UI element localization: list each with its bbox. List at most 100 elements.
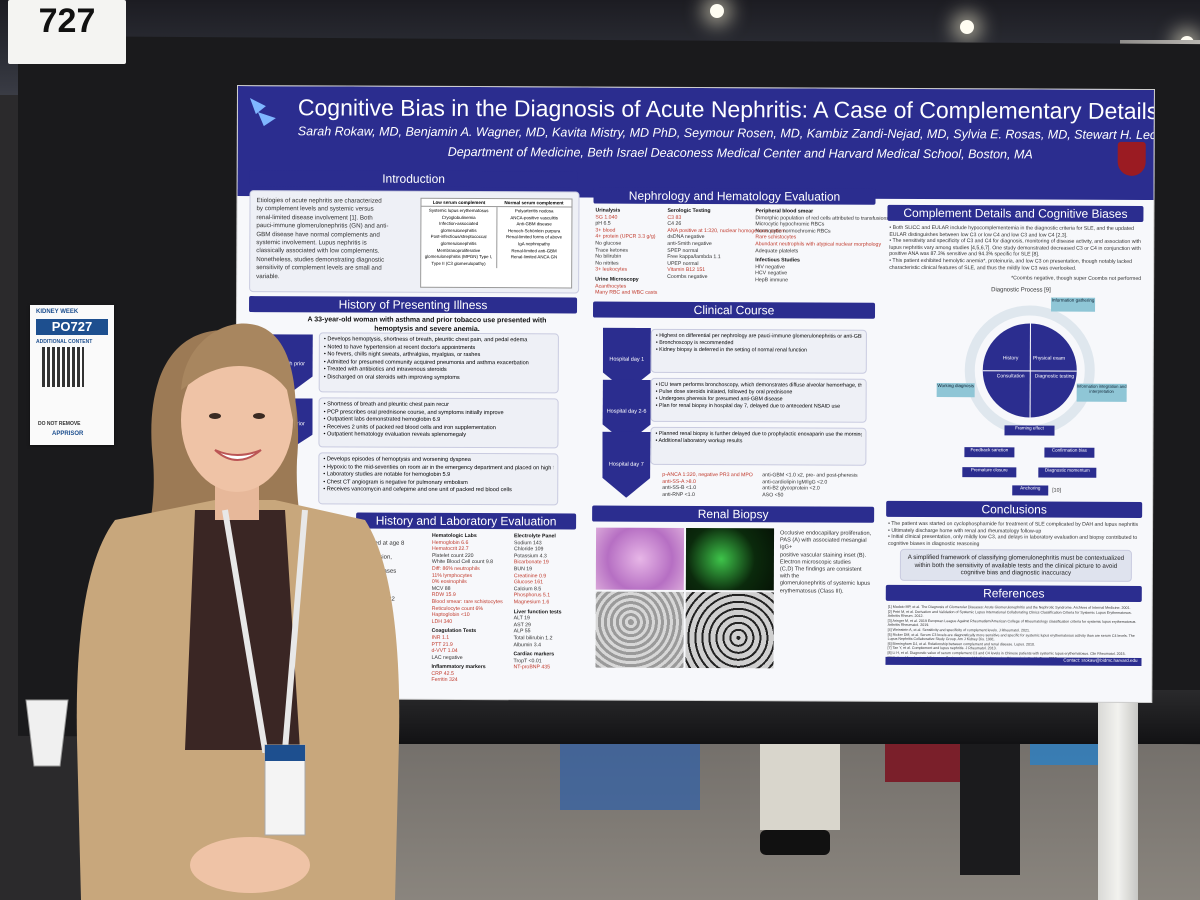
hematologic-labs: Hematologic Labs Hemoglobin 6.6 Hematocrit…	[431, 533, 510, 684]
conclusion-box: A simplified framework of classifying gl…	[899, 548, 1132, 582]
table-header: Normal serum complement	[504, 200, 564, 206]
hair-front	[181, 323, 296, 430]
ceiling-light	[710, 4, 724, 18]
qr-do-not-remove: DO NOT REMOVE	[38, 421, 81, 427]
course-day-2: • ICU team performs bronchoscopy, which …	[650, 377, 867, 423]
hands	[190, 837, 310, 893]
diag-testing: Diagnostic testing	[1034, 373, 1075, 380]
table-cell: Renal-limited ANCA GN	[510, 254, 558, 260]
complement-bullet: • Both SLICC and EULAR include hypocompl…	[889, 224, 1135, 239]
smile	[214, 449, 262, 461]
course-day-1: • Highest on differential per nephrology…	[650, 328, 867, 374]
qr-app-brand: APPRISOR	[52, 431, 84, 437]
hospital-day-7-arrow: Hospital day 7	[602, 432, 650, 498]
biopsy-image-b	[685, 527, 775, 591]
table-cell: Membranoproliferative glomerulonephritis…	[424, 247, 493, 266]
course-results-left: p-ANCA 1:320, negative PR3 and MPO anti-S…	[662, 472, 762, 499]
qr-additional-label: ADDITIONAL CONTENT	[36, 339, 93, 345]
section-complement: Complement Details and Cognitive Biases	[887, 204, 1144, 222]
diagnostic-process-diagram: Diagnostic Process [9] History Physical …	[936, 287, 1127, 498]
name-badge-header	[265, 745, 305, 761]
diag-framing: Framing effect	[1004, 425, 1055, 436]
presenter-person	[76, 323, 400, 900]
conclusions-list: • The patient was started on cyclophosph…	[888, 521, 1140, 548]
biopsy-image-d	[685, 591, 774, 669]
biopsy-line: glomerulonephritis of systemic lupus ery…	[779, 580, 871, 595]
lab-value: Coombs negative	[667, 273, 708, 280]
course-result: ASO <50	[762, 492, 784, 499]
contact-bar: Contact: srokaw@bidmc.harvard.edu	[885, 656, 1142, 666]
complement-bullet: • This patient exhibited hemolytic anemi…	[889, 257, 1133, 272]
table-cell: Infection-associated glomerulonephritis	[439, 221, 479, 233]
qr-poster-code: PO727	[36, 319, 108, 335]
biopsy-line: Occlusive endocapillary proliferation, P…	[779, 530, 872, 551]
section-renal-biopsy: Renal Biopsy	[592, 505, 875, 523]
section-references: References	[885, 584, 1142, 602]
table-cell: Systemic lupus erythematosus	[428, 207, 489, 214]
course-result: anti-GBM <1.0 x2, pre- and post-pheresis	[762, 472, 858, 479]
lab-value: HepB immune	[755, 277, 789, 284]
complement-note: *Coombs negative, though super Coombs no…	[1011, 275, 1142, 282]
complement-table: Low serum complement Normal serum complem…	[420, 197, 573, 289]
complement-text: • Both SLICC and EULAR include hypocompl…	[889, 225, 1141, 272]
section-history-presenting: History of Presenting Illness	[249, 296, 578, 314]
diag-integration: Information integration and interpretati…	[1076, 383, 1127, 402]
board-number: 727	[38, 2, 96, 40]
diag-confirmation: Confirmation bias	[1044, 447, 1095, 458]
table-cell: Post-infectious/streptococcal glomerulon…	[430, 234, 487, 247]
intro-line: variable.	[256, 272, 280, 280]
diag-premature: Premature closure	[962, 467, 1017, 478]
poster-header: Cognitive Bias in the Diagnosis of Acute…	[237, 86, 1154, 200]
biopsy-image-a	[595, 527, 685, 590]
biopsy-caption: Occlusive endocapillary proliferation, P…	[780, 530, 872, 595]
hospital-logo-icon	[249, 98, 276, 127]
eye-left	[209, 413, 221, 419]
qr-brand: KIDNEY WEEK	[36, 309, 79, 315]
diag-info-gathering: Information gathering	[1051, 297, 1096, 312]
background-person-shoe	[760, 830, 830, 855]
serologic-testing: Serologic Testing C3 83 C4 26 ANA positive …	[667, 208, 786, 281]
course-result: anti-RNP <1.0	[662, 491, 695, 498]
lab-value: NT-proBNP 435	[513, 664, 551, 671]
diag-working: Working diagnosis	[936, 383, 975, 398]
diag-history: History	[1002, 355, 1019, 362]
background-person-dress	[760, 730, 840, 830]
lab-value: Blood smear: rare schistocytes	[431, 598, 503, 606]
course-results-right: anti-GBM <1.0 x2, pre- and post-pheresis…	[762, 472, 872, 499]
conclusion-box-text: A simplified framework of classifying gl…	[907, 553, 1125, 577]
course-bullet: • Plan for renal biopsy in hospital day …	[655, 402, 841, 410]
biopsy-line: (C,D) The findings are consistent with t…	[779, 566, 862, 580]
urinalysis: Urinalysis SG 1.040 pH 6.5 3+ blood 4+ prote…	[595, 208, 663, 297]
eye-right	[253, 413, 265, 419]
lab-value: Many RBC and WBC casts	[595, 289, 658, 296]
course-bullet: • Kidney biopsy is deferred in the setti…	[655, 346, 808, 354]
lab-value: Ferritin 324	[431, 677, 458, 684]
peripheral-smear: Peripheral blood smear Dimorphic populati…	[755, 208, 889, 284]
paper-cup-icon	[25, 699, 69, 767]
introduction-panel: Etiologies of acute nephritis are charac…	[249, 190, 580, 294]
qr-code-icon[interactable]	[42, 347, 84, 387]
diag-physical: Physical exam	[1032, 355, 1066, 362]
research-poster: Cognitive Bias in the Diagnosis of Acute…	[235, 86, 1154, 702]
poster-title: Cognitive Bias in the Diagnosis of Acute…	[297, 94, 1154, 125]
poster-affiliation: Department of Medicine, Beth Israel Deac…	[447, 144, 1033, 162]
poster-authors: Sarah Rokaw, MD, Benjamin A. Wagner, MD,…	[297, 124, 1154, 143]
course-day-7: • Planned renal biopsy is further delaye…	[650, 426, 867, 466]
intro-line: sensitivity of complement levels are sma…	[256, 264, 382, 272]
section-clinical-course: Clinical Course	[592, 301, 876, 319]
introduction-text: Etiologies of acute nephritis are charac…	[256, 197, 416, 282]
diag-title: Diagnostic Process [9]	[991, 287, 1051, 294]
electrolyte-panel: Electrolyte Panel Sodium 143 Chloride 109 P…	[513, 533, 578, 671]
university-seal-icon	[1117, 141, 1146, 176]
course-result: p-ANCA 1:320, negative PR3 and MPO	[662, 471, 753, 479]
diag-feedback: Feedback sanction	[964, 447, 1015, 458]
table-header: Low serum complement	[432, 199, 486, 206]
board-pole	[1098, 700, 1138, 900]
board-number-card: 727	[8, 0, 126, 64]
biopsy-line: positive vascular staining inset (B). El…	[779, 551, 867, 566]
section-nephro-heme: Nephrology and Hematology Evaluation	[593, 187, 876, 205]
conclusion-bullet: • Initial clinical presentation, only mi…	[887, 534, 1138, 548]
section-conclusions: Conclusions	[886, 500, 1143, 518]
complement-bullet: • The sensitivity and specificity of C3 …	[889, 238, 1141, 258]
diag-anchoring: Anchoring	[1012, 485, 1049, 496]
